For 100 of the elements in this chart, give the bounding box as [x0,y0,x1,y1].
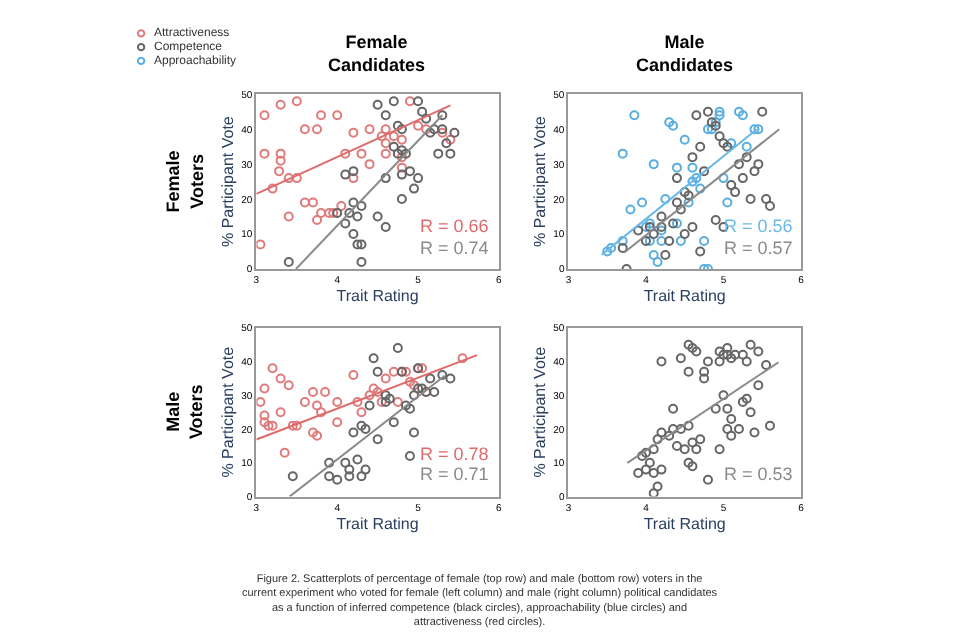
point [324,457,335,468]
point [675,204,686,215]
point [421,113,432,124]
point [380,124,391,135]
point [259,148,270,159]
point [356,420,367,431]
point [722,403,733,414]
chart-title: Female Candidates [328,32,426,76]
point [687,437,698,448]
y-axis-title: % Participant Vote [218,115,237,247]
point [356,148,367,159]
point [602,246,613,257]
text: Male Voters [162,384,207,440]
point [274,166,285,177]
point [356,471,367,482]
point [445,148,456,159]
point [730,187,741,198]
point [275,155,286,166]
point [352,454,363,465]
point [714,356,725,367]
point [388,131,399,142]
point [299,124,310,135]
point [726,413,737,424]
point [307,386,318,397]
point [388,417,399,428]
point [710,403,721,414]
point [380,110,391,121]
point [380,222,391,233]
point [691,173,702,184]
point [413,383,424,394]
point [764,201,775,212]
point [404,403,415,414]
point [372,386,383,397]
point [384,393,395,404]
point [648,488,659,497]
point [691,110,702,121]
annotation: R = 0.74 [420,238,489,258]
point [722,349,733,360]
point [741,152,752,163]
point [741,393,752,404]
x-axis-title: Trait Rating [336,514,419,533]
point [683,420,694,431]
point [722,197,733,208]
point [380,138,391,149]
point [648,467,659,478]
x-axis-title: Trait Rating [643,514,726,533]
point [307,427,318,438]
point [679,134,690,145]
point [652,256,663,267]
point [267,420,278,431]
point [745,407,756,418]
point [259,417,270,428]
point [312,430,323,441]
point [283,380,294,391]
point [368,353,379,364]
point [409,183,419,194]
point [267,183,278,194]
point [726,353,737,364]
point [316,110,327,121]
point [348,427,359,438]
point [733,159,744,170]
point [364,124,375,135]
point [400,400,411,411]
point [733,424,744,435]
point [417,106,428,117]
point [691,346,702,357]
point [749,427,760,438]
point [404,376,415,387]
point [445,373,456,384]
point [356,256,367,267]
point [256,239,266,250]
point [287,471,298,482]
point [730,349,741,360]
point [660,194,671,205]
point [259,410,270,421]
point [340,218,351,229]
point [683,457,694,468]
point [671,440,682,451]
annotation: R = 0.57 [724,238,793,258]
point [396,134,407,145]
point [299,397,310,408]
point [761,359,772,370]
point [352,211,363,222]
annotation: R = 0.78 [420,444,489,464]
point [656,356,667,367]
point [275,148,286,159]
point [380,373,391,384]
point [617,236,628,246]
point [263,420,274,431]
point [718,390,729,401]
point [761,194,772,205]
point [617,148,628,159]
point [457,353,468,364]
point [683,366,694,377]
point [340,148,351,159]
point [380,173,391,184]
point [702,356,713,367]
point [695,246,706,257]
point [316,407,327,418]
point [733,106,744,117]
